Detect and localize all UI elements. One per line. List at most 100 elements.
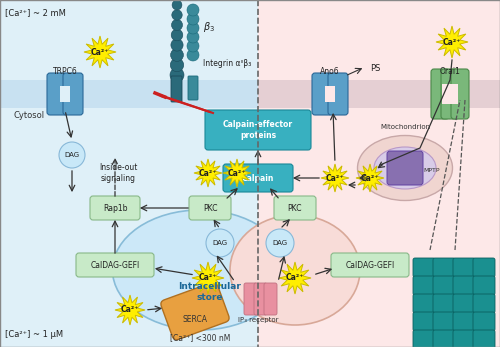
FancyBboxPatch shape [473, 258, 495, 277]
FancyBboxPatch shape [451, 69, 469, 119]
Text: CalDAG-GEFI: CalDAG-GEFI [90, 261, 140, 270]
FancyBboxPatch shape [312, 73, 332, 115]
Polygon shape [194, 159, 222, 187]
Text: DAG: DAG [272, 240, 287, 246]
FancyBboxPatch shape [433, 294, 455, 313]
FancyBboxPatch shape [413, 294, 435, 313]
Text: DAG: DAG [212, 240, 228, 246]
Text: Ca²⁺: Ca²⁺ [121, 305, 139, 314]
FancyBboxPatch shape [453, 330, 475, 347]
Text: CalDAG-GEFI: CalDAG-GEFI [346, 261, 395, 270]
Text: Ca²⁺: Ca²⁺ [361, 174, 379, 183]
Circle shape [172, 0, 182, 10]
FancyBboxPatch shape [433, 258, 455, 277]
FancyBboxPatch shape [244, 283, 257, 315]
Circle shape [171, 29, 183, 41]
Circle shape [187, 49, 199, 61]
Text: Inside-out
signaling: Inside-out signaling [99, 163, 137, 183]
Ellipse shape [230, 215, 360, 325]
Text: $\beta_3$: $\beta_3$ [203, 20, 215, 34]
FancyBboxPatch shape [433, 276, 455, 295]
FancyBboxPatch shape [274, 196, 316, 220]
FancyBboxPatch shape [188, 76, 198, 100]
Polygon shape [115, 295, 145, 325]
FancyBboxPatch shape [205, 110, 311, 150]
FancyBboxPatch shape [473, 276, 495, 295]
Text: Cytosol: Cytosol [14, 110, 45, 119]
Text: Intracellular
store: Intracellular store [178, 282, 242, 302]
Text: IP₃ receptor: IP₃ receptor [238, 317, 278, 323]
FancyBboxPatch shape [473, 312, 495, 331]
FancyBboxPatch shape [223, 164, 293, 192]
Bar [60, 86, 70, 102]
Text: PKC: PKC [288, 203, 302, 212]
FancyBboxPatch shape [433, 312, 455, 331]
Circle shape [187, 40, 199, 52]
Circle shape [206, 229, 234, 257]
Bar [325, 86, 335, 102]
FancyBboxPatch shape [328, 73, 348, 115]
FancyBboxPatch shape [254, 283, 267, 315]
Bar [258, 80, 500, 108]
Text: DAG: DAG [64, 152, 80, 158]
Circle shape [172, 19, 182, 31]
FancyBboxPatch shape [331, 253, 409, 277]
FancyBboxPatch shape [47, 73, 67, 115]
Text: Ca²⁺: Ca²⁺ [199, 169, 217, 178]
FancyBboxPatch shape [453, 258, 475, 277]
Circle shape [266, 229, 294, 257]
Polygon shape [279, 262, 311, 294]
Polygon shape [356, 164, 384, 192]
Text: Calpain-effector
proteins: Calpain-effector proteins [223, 120, 293, 140]
FancyBboxPatch shape [473, 294, 495, 313]
FancyBboxPatch shape [453, 294, 475, 313]
Text: Ca²⁺: Ca²⁺ [326, 174, 344, 183]
Text: [Ca²⁺] ~ 2 mM: [Ca²⁺] ~ 2 mM [5, 8, 66, 17]
FancyBboxPatch shape [76, 253, 154, 277]
Polygon shape [223, 159, 251, 187]
FancyBboxPatch shape [387, 151, 423, 185]
Text: Ca²⁺: Ca²⁺ [286, 273, 304, 282]
FancyBboxPatch shape [413, 312, 435, 331]
FancyBboxPatch shape [413, 276, 435, 295]
Polygon shape [192, 262, 224, 294]
Circle shape [187, 22, 199, 34]
Ellipse shape [112, 210, 288, 330]
FancyBboxPatch shape [413, 330, 435, 347]
Text: Rap1b: Rap1b [103, 203, 127, 212]
FancyBboxPatch shape [264, 283, 277, 315]
Bar [442, 84, 458, 104]
Bar [258, 0, 500, 347]
Circle shape [187, 31, 199, 43]
Text: MPTP: MPTP [423, 168, 440, 172]
Circle shape [187, 4, 199, 16]
Text: [Ca²⁺] <300 nM: [Ca²⁺] <300 nM [170, 333, 230, 342]
Text: Integrin αᴵᴵβ₃: Integrin αᴵᴵβ₃ [203, 59, 252, 68]
FancyBboxPatch shape [189, 196, 231, 220]
FancyBboxPatch shape [453, 312, 475, 331]
Circle shape [59, 142, 85, 168]
FancyBboxPatch shape [63, 73, 83, 115]
Text: PKC: PKC [203, 203, 217, 212]
Ellipse shape [358, 135, 452, 201]
Text: [Ca²⁺] ~ 1 μM: [Ca²⁺] ~ 1 μM [5, 330, 63, 339]
Text: SERCA: SERCA [182, 315, 208, 324]
FancyBboxPatch shape [433, 330, 455, 347]
Circle shape [170, 49, 183, 61]
FancyBboxPatch shape [441, 69, 459, 119]
Text: Ca²⁺: Ca²⁺ [228, 169, 246, 178]
FancyBboxPatch shape [161, 282, 229, 340]
Text: TRPC6: TRPC6 [52, 67, 78, 76]
Bar [0, 0, 258, 347]
Text: Ca²⁺: Ca²⁺ [443, 37, 461, 46]
Ellipse shape [374, 147, 436, 189]
Text: Orai1: Orai1 [440, 67, 460, 76]
FancyBboxPatch shape [90, 196, 140, 220]
FancyBboxPatch shape [453, 276, 475, 295]
Polygon shape [84, 36, 116, 68]
FancyBboxPatch shape [171, 76, 182, 102]
Text: PS: PS [370, 64, 380, 73]
Polygon shape [436, 26, 468, 58]
Circle shape [170, 58, 183, 72]
Text: Ano6: Ano6 [320, 67, 340, 76]
